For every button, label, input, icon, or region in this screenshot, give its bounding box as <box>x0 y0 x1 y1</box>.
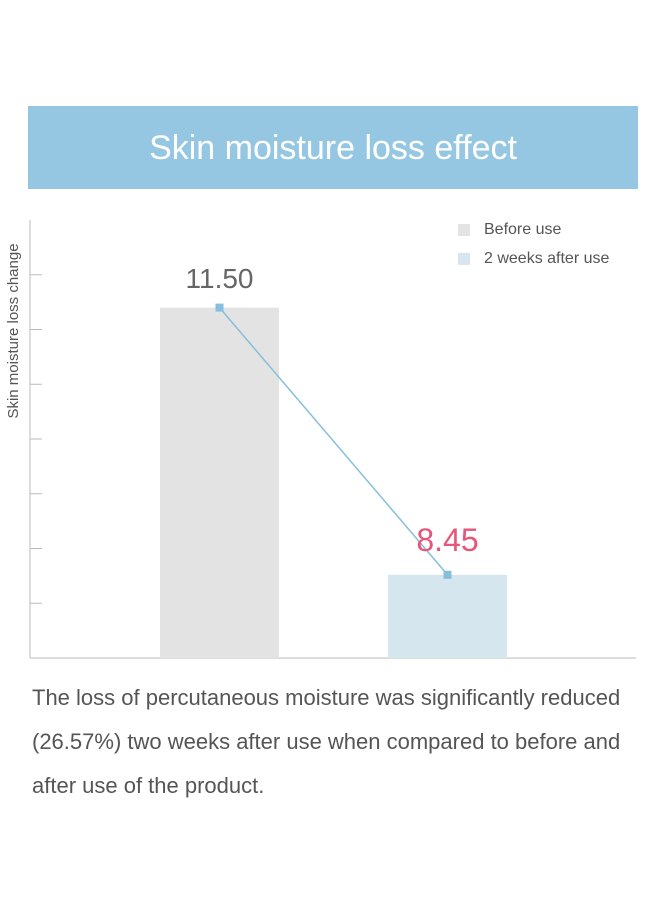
note: The loss of percutaneous moisture was si… <box>32 685 621 798</box>
trend-marker <box>215 303 224 312</box>
trend-marker <box>443 570 452 579</box>
legend-swatch <box>458 224 470 236</box>
value-label: 8.45 <box>416 522 478 558</box>
title-banner <box>28 106 638 189</box>
chart-title: Skin moisture loss effect <box>149 129 517 167</box>
y-axis-label: Skin moisture loss change <box>5 243 22 418</box>
value-label: 11.50 <box>186 263 254 294</box>
bar <box>388 574 507 658</box>
bar <box>160 307 279 658</box>
legend-label: 2 weeks after use <box>484 250 610 267</box>
legend-swatch <box>458 253 470 265</box>
legend-label: Before use <box>484 221 561 238</box>
trend-line <box>218 307 449 576</box>
